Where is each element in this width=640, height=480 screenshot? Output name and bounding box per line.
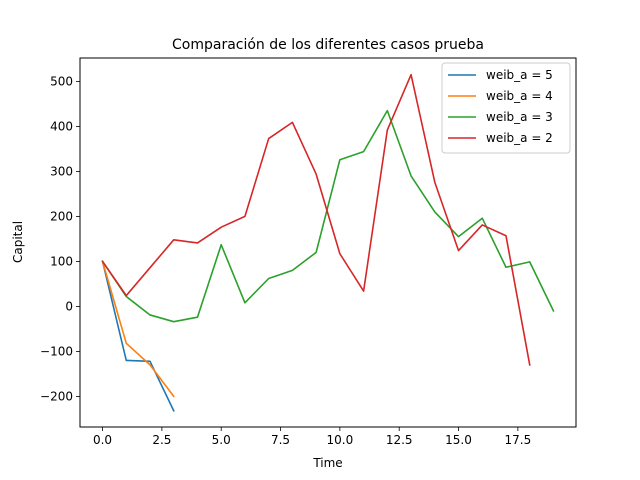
series-line-2 <box>101 260 175 398</box>
legend-box <box>441 62 571 154</box>
series-line-1 <box>101 260 175 412</box>
legend-label-3: weib_a = 3 <box>486 110 553 124</box>
legend: weib_a = 5 weib_a = 4 weib_a = 3 weib_a = 2 <box>441 62 571 154</box>
y-tick-label: 100 <box>50 254 73 268</box>
x-tick-label: 5.0 <box>212 433 231 447</box>
y-tick-label: 200 <box>50 209 73 223</box>
x-tick-label: 17.5 <box>504 433 531 447</box>
plot-frame <box>79 57 577 428</box>
x-tick-label: 0.0 <box>93 433 112 447</box>
x-tick-label: 12.5 <box>386 433 413 447</box>
series-line-4 <box>101 73 531 366</box>
y-tick-label: −200 <box>40 389 73 403</box>
x-tick-label: 2.5 <box>152 433 171 447</box>
legend-label-4: weib_a = 2 <box>486 131 553 145</box>
y-tick-label: 300 <box>50 164 73 178</box>
y-axis-label: Capital <box>11 221 25 263</box>
y-tick-label: 500 <box>50 74 73 88</box>
y-tick-label: −100 <box>40 344 73 358</box>
legend-label-2: weib_a = 4 <box>486 89 553 103</box>
x-axis-label: Time <box>312 456 342 470</box>
y-tick-label: 400 <box>50 119 73 133</box>
legend-label-1: weib_a = 5 <box>486 68 553 82</box>
y-tick-label: 0 <box>65 299 73 313</box>
x-tick-label: 7.5 <box>271 433 290 447</box>
chart-title: Comparación de los diferentes casos prue… <box>172 37 484 53</box>
x-tick-label: 10.0 <box>327 433 354 447</box>
series-line-3 <box>101 109 555 323</box>
x-tick-label: 15.0 <box>445 433 472 447</box>
